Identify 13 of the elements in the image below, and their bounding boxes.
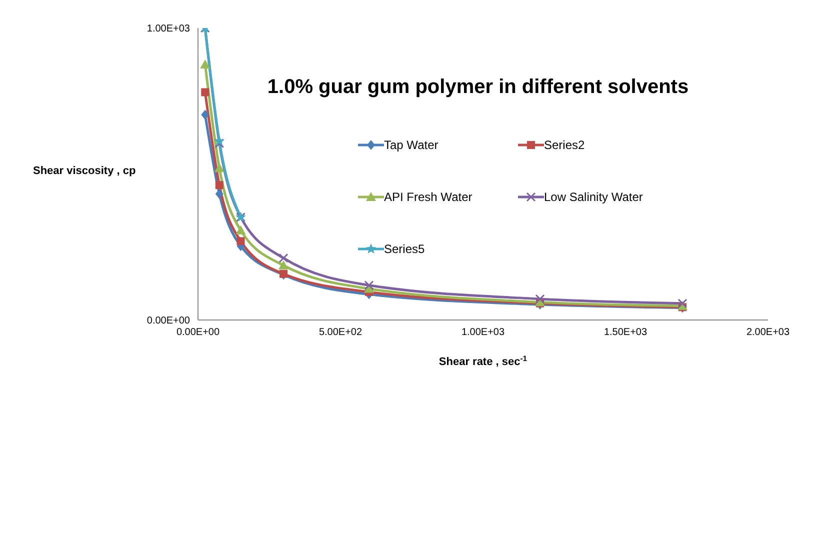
x-tick-label: 0.00E+00	[176, 327, 220, 338]
legend-label: Series2	[544, 138, 585, 152]
y-axis-title: Shear viscosity , cp	[33, 165, 136, 177]
legend-label: Low Salinity Water	[544, 190, 643, 204]
legend-label: API Fresh Water	[384, 190, 472, 204]
x-tick-label: 5.00E+02	[318, 327, 362, 338]
text: 1.0% guar gum polymer in different solvents	[267, 76, 689, 98]
legend-label: Series5	[384, 242, 425, 256]
x-axis-title: Shear rate , sec$^{-1}$	[438, 354, 528, 368]
x-tick-label: 2.00E+03	[746, 327, 790, 338]
x-tick-label: 1.50E+03	[604, 327, 648, 338]
x-tick-label: 1.00E+03	[461, 327, 505, 338]
legend-label: Tap Water	[384, 138, 438, 152]
